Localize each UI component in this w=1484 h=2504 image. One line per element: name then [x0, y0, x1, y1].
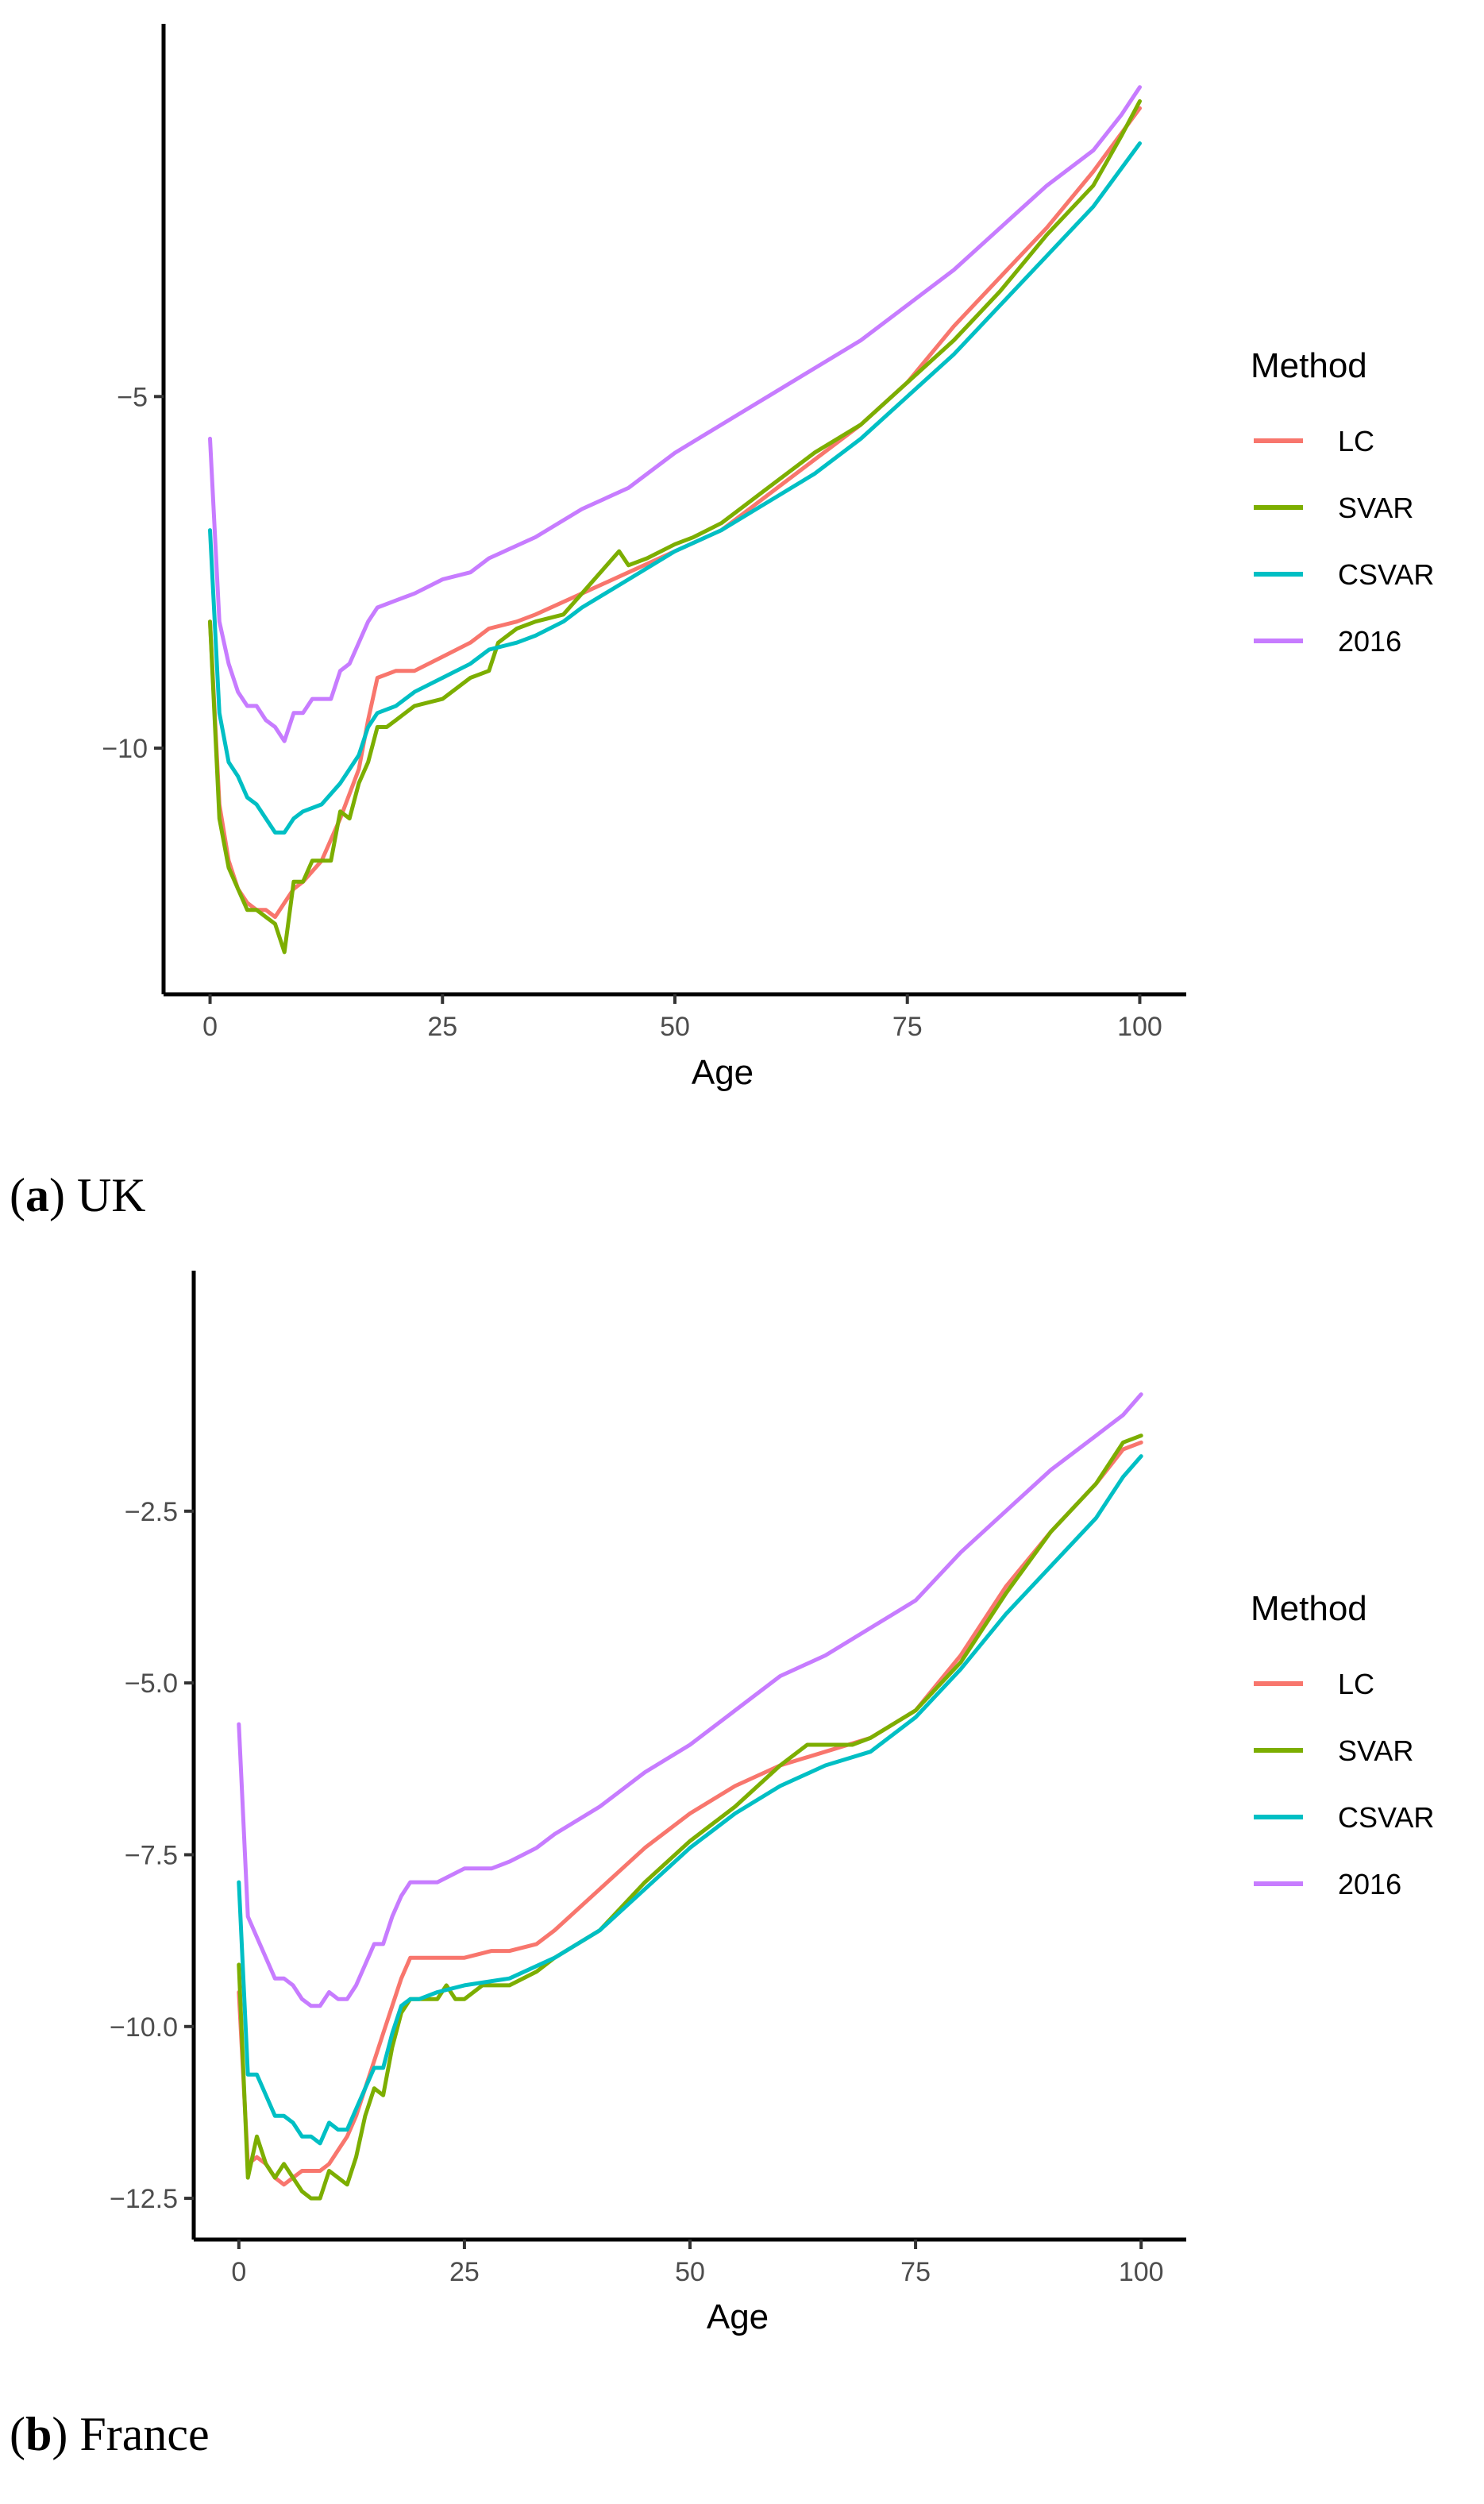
y-tick-label: −5 — [117, 382, 148, 412]
legend-uk: Method LC SVAR CSVAR 2016 — [1251, 346, 1434, 658]
plot-area-uk — [208, 85, 1142, 955]
y-tick-label: −10.0 — [110, 2012, 178, 2043]
x-axis-title: Age — [692, 1053, 754, 1092]
panel-uk: −5 −10 0 25 50 75 100 Age Method LC SVAR CSVAR 2… — [10, 24, 1434, 1221]
y-tick-label: −10 — [102, 734, 148, 764]
series-line-lc — [237, 1440, 1143, 2187]
x-tick-label: 0 — [231, 2257, 246, 2287]
legend-label: LC — [1338, 425, 1374, 457]
x-tick-label: 75 — [900, 2257, 931, 2287]
legend-label: 2016 — [1338, 1868, 1401, 1900]
plot-area-france — [237, 1392, 1143, 2201]
series-line-2016 — [208, 85, 1142, 743]
x-tick-label: 50 — [675, 2257, 705, 2287]
y-tick-label: −2.5 — [125, 1497, 178, 1527]
y-ticks-uk: −5 −10 — [102, 382, 164, 764]
panel-france: −2.5 −5.0 −7.5 −10.0 −12.5 0 25 50 75 100 Age Me… — [10, 1271, 1434, 2460]
x-tick-label: 50 — [660, 1012, 690, 1042]
series-line-2016 — [237, 1392, 1143, 2008]
series-line-svar — [237, 1433, 1143, 2201]
y-tick-label: −5.0 — [125, 1669, 178, 1699]
legend-label: SVAR — [1338, 492, 1413, 524]
legend-label: CSVAR — [1338, 1801, 1434, 1834]
caption-letter: b — [25, 2408, 52, 2460]
caption-text: UK — [77, 1169, 146, 1221]
y-ticks-france: −2.5 −5.0 −7.5 −10.0 −12.5 — [110, 1497, 194, 2214]
x-tick-label: 100 — [1119, 2257, 1164, 2287]
legend-label: LC — [1338, 1668, 1374, 1700]
series-line-svar — [208, 98, 1142, 955]
x-ticks-uk: 0 25 50 75 100 — [202, 994, 1162, 1042]
x-tick-label: 25 — [427, 1012, 457, 1042]
x-tick-label: 100 — [1117, 1012, 1162, 1042]
caption-text: France — [79, 2408, 209, 2460]
series-line-csvar — [208, 141, 1142, 835]
legend-label: SVAR — [1338, 1734, 1413, 1767]
x-tick-label: 0 — [202, 1012, 218, 1042]
caption-france: (b) France — [10, 2408, 210, 2460]
y-tick-label: −12.5 — [110, 2184, 178, 2214]
legend-label: CSVAR — [1338, 558, 1434, 591]
y-tick-label: −7.5 — [125, 1840, 178, 1870]
x-tick-label: 75 — [892, 1012, 923, 1042]
caption-letter: a — [25, 1169, 49, 1221]
x-ticks-france: 0 25 50 75 100 — [231, 2240, 1164, 2287]
series-line-csvar — [237, 1454, 1143, 2146]
x-axis-title: Age — [707, 2298, 769, 2336]
legend-title: Method — [1251, 1589, 1367, 1628]
x-tick-label: 25 — [449, 2257, 480, 2287]
legend-france: Method LC SVAR CSVAR 2016 — [1251, 1589, 1434, 1900]
legend-label: 2016 — [1338, 625, 1401, 658]
caption-uk: (a) UK — [10, 1169, 146, 1221]
legend-title: Method — [1251, 346, 1367, 385]
